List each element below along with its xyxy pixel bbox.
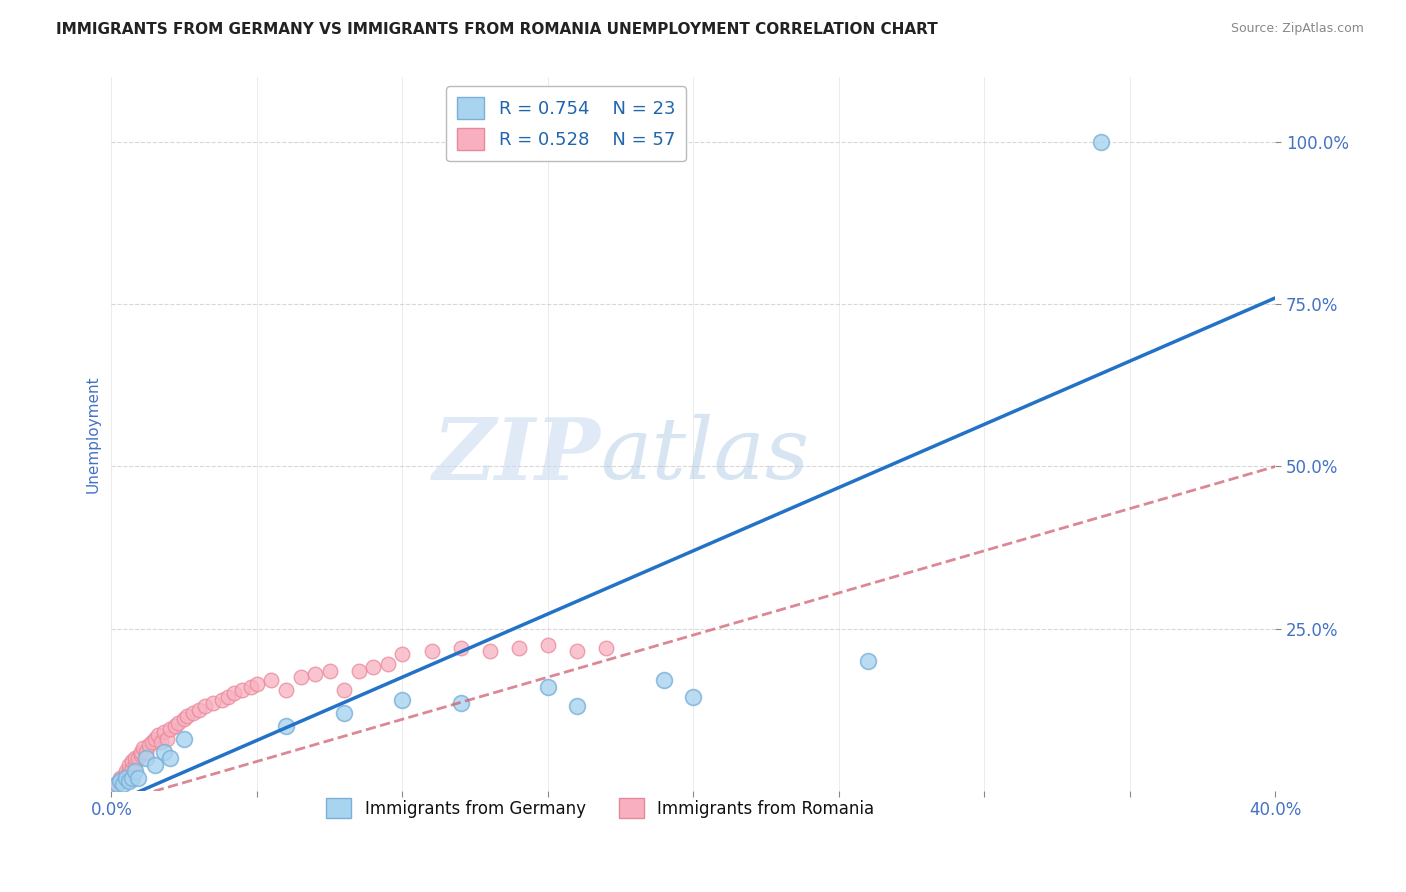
Point — [478, 644, 501, 658]
Point — [141, 735, 163, 749]
Point — [112, 771, 135, 785]
Point — [537, 638, 560, 652]
Point — [129, 747, 152, 762]
Point — [202, 696, 225, 710]
Point — [143, 757, 166, 772]
Point — [682, 690, 704, 704]
Point — [856, 654, 879, 668]
Point — [103, 780, 125, 795]
Point — [143, 731, 166, 746]
Point — [149, 735, 172, 749]
Point — [450, 696, 472, 710]
Point — [246, 676, 269, 690]
Point — [152, 725, 174, 739]
Point — [260, 673, 283, 688]
Point — [105, 777, 128, 791]
Point — [124, 764, 146, 779]
Point — [121, 755, 143, 769]
Point — [565, 644, 588, 658]
Point — [146, 729, 169, 743]
Point — [211, 693, 233, 707]
Point — [565, 699, 588, 714]
Point — [193, 699, 215, 714]
Point — [127, 751, 149, 765]
Point — [165, 719, 187, 733]
Point — [537, 680, 560, 694]
Text: ZIP: ZIP — [433, 414, 600, 497]
Point — [118, 773, 141, 788]
Point — [450, 640, 472, 655]
Point — [231, 683, 253, 698]
Point — [115, 764, 138, 779]
Point — [124, 751, 146, 765]
Point — [129, 745, 152, 759]
Point — [508, 640, 530, 655]
Point — [118, 757, 141, 772]
Point — [108, 771, 131, 785]
Point — [391, 693, 413, 707]
Point — [1090, 135, 1112, 149]
Point — [152, 745, 174, 759]
Point — [181, 706, 204, 720]
Point — [347, 664, 370, 678]
Point — [420, 644, 443, 658]
Point — [391, 648, 413, 662]
Point — [124, 757, 146, 772]
Point — [304, 666, 326, 681]
Legend: Immigrants from Germany, Immigrants from Romania: Immigrants from Germany, Immigrants from… — [319, 791, 882, 825]
Point — [333, 683, 356, 698]
Point — [318, 664, 340, 678]
Point — [127, 771, 149, 785]
Point — [363, 660, 385, 674]
Point — [115, 771, 138, 785]
Point — [138, 738, 160, 752]
Y-axis label: Unemployment: Unemployment — [86, 376, 100, 493]
Point — [132, 741, 155, 756]
Text: IMMIGRANTS FROM GERMANY VS IMMIGRANTS FROM ROMANIA UNEMPLOYMENT CORRELATION CHAR: IMMIGRANTS FROM GERMANY VS IMMIGRANTS FR… — [56, 22, 938, 37]
Point — [156, 731, 179, 746]
Point — [115, 767, 138, 781]
Point — [108, 773, 131, 788]
Point — [173, 712, 195, 726]
Point — [112, 777, 135, 791]
Text: atlas: atlas — [600, 414, 810, 497]
Point — [135, 751, 157, 765]
Point — [240, 680, 263, 694]
Point — [176, 709, 198, 723]
Point — [105, 777, 128, 791]
Point — [121, 771, 143, 785]
Point — [121, 761, 143, 775]
Point — [274, 719, 297, 733]
Point — [159, 751, 181, 765]
Point — [187, 702, 209, 716]
Point — [652, 673, 675, 688]
Point — [274, 683, 297, 698]
Point — [595, 640, 617, 655]
Point — [217, 690, 239, 704]
Point — [118, 764, 141, 779]
Point — [290, 670, 312, 684]
Point — [333, 706, 356, 720]
Point — [377, 657, 399, 672]
Point — [222, 686, 245, 700]
Point — [173, 731, 195, 746]
Point — [108, 773, 131, 788]
Text: Source: ZipAtlas.com: Source: ZipAtlas.com — [1230, 22, 1364, 36]
Point — [167, 715, 190, 730]
Point — [159, 722, 181, 736]
Point — [135, 745, 157, 759]
